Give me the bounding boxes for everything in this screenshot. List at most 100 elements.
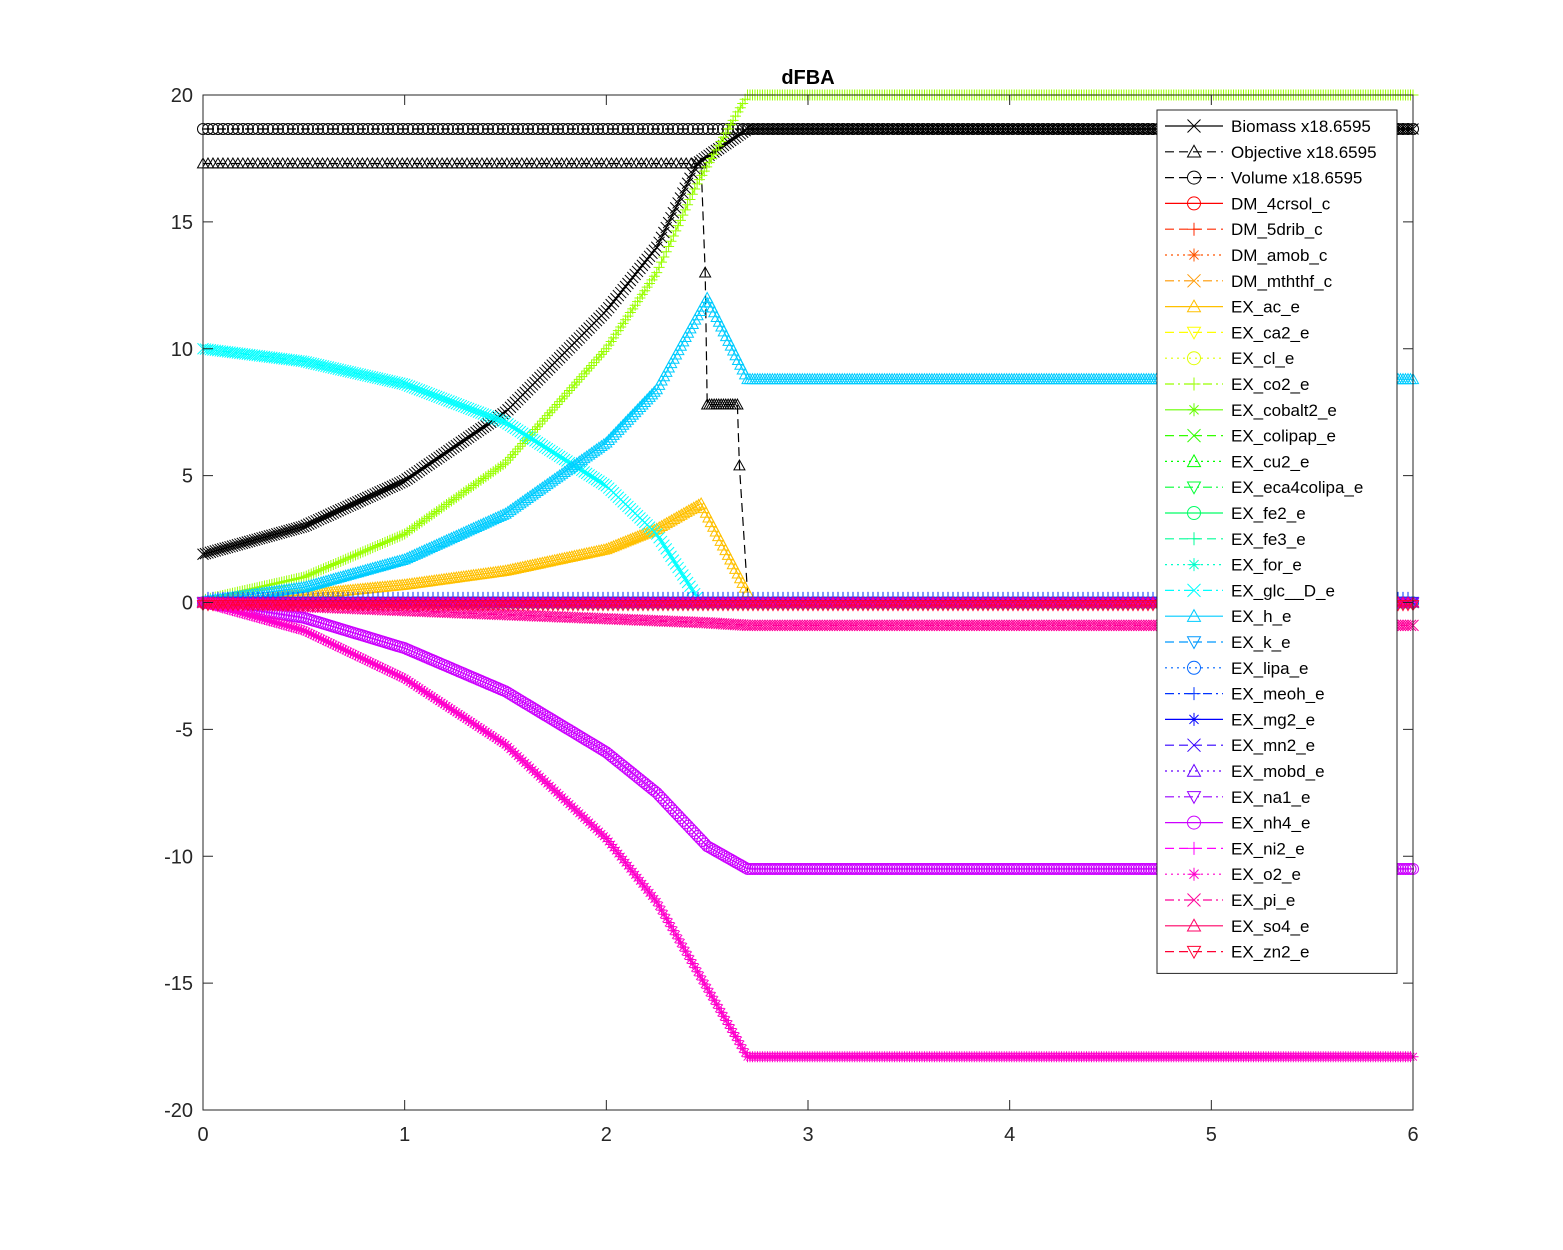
series-marker — [892, 123, 904, 136]
series-marker — [733, 458, 746, 471]
series-marker — [632, 123, 644, 136]
series-marker — [762, 123, 774, 136]
series-marker — [293, 521, 305, 534]
series-marker — [266, 529, 278, 542]
series-marker — [246, 534, 259, 547]
series-marker — [1032, 123, 1044, 136]
series-marker — [622, 123, 634, 136]
series-marker — [752, 123, 764, 136]
series-marker — [212, 123, 224, 136]
series-marker — [247, 123, 259, 136]
series-marker — [947, 123, 959, 136]
series-marker — [251, 533, 263, 546]
series-marker — [731, 398, 744, 410]
series-marker — [418, 461, 431, 474]
series-marker — [497, 123, 509, 136]
series-marker — [457, 434, 470, 447]
series-marker — [337, 123, 349, 136]
series-marker — [967, 123, 979, 136]
series-marker — [231, 538, 244, 551]
series-marker — [637, 123, 649, 136]
series-marker — [241, 536, 254, 548]
series-marker — [406, 469, 418, 482]
series-marker — [772, 123, 784, 136]
series-marker — [1097, 123, 1109, 136]
series-marker — [757, 123, 769, 136]
series-marker — [297, 123, 309, 136]
series-objective-x18-6595 — [196, 156, 749, 593]
series-marker — [727, 133, 739, 145]
series-marker — [462, 123, 474, 136]
series-marker — [472, 424, 485, 437]
series-marker — [272, 123, 284, 136]
series-marker — [617, 123, 629, 136]
series-marker — [487, 123, 499, 136]
series-marker — [572, 123, 584, 136]
series-line — [203, 162, 749, 593]
series-marker — [922, 123, 934, 136]
series-marker — [242, 123, 254, 136]
series-marker — [462, 431, 475, 444]
series-marker — [857, 123, 869, 136]
series-marker — [527, 123, 539, 136]
series-marker — [1127, 123, 1139, 136]
series-marker — [597, 123, 609, 136]
series-marker — [347, 123, 359, 136]
series-marker — [662, 123, 674, 136]
series-marker — [438, 448, 450, 460]
series-marker — [612, 123, 624, 136]
series-marker — [1077, 123, 1089, 136]
series-marker — [270, 528, 283, 540]
series-marker — [423, 458, 436, 470]
series-marker — [867, 123, 879, 136]
series-marker — [1107, 123, 1119, 136]
series-marker — [707, 123, 719, 136]
series-marker — [602, 123, 614, 136]
series-marker — [401, 473, 413, 485]
series-marker — [1042, 123, 1054, 136]
series-marker — [667, 123, 679, 136]
series-marker — [512, 123, 524, 136]
series-marker — [972, 123, 984, 136]
series-marker — [292, 123, 304, 136]
series-marker — [698, 266, 712, 278]
series-marker — [392, 123, 404, 136]
series-marker — [1022, 123, 1034, 136]
series-marker — [957, 123, 969, 136]
series-marker — [577, 123, 589, 136]
series-marker — [702, 123, 714, 136]
series-marker — [367, 123, 379, 136]
series-marker — [812, 123, 824, 136]
series-marker — [403, 471, 416, 484]
series-marker — [767, 123, 779, 136]
series-marker — [278, 525, 291, 538]
series-marker — [413, 464, 426, 477]
series-marker — [387, 123, 399, 136]
series-marker — [312, 123, 324, 136]
series-marker — [219, 542, 231, 555]
series-marker — [1132, 123, 1144, 136]
series-marker — [742, 123, 754, 136]
series-marker — [912, 123, 924, 136]
series-marker — [397, 123, 409, 136]
series-marker — [222, 123, 234, 136]
series-marker — [642, 123, 654, 136]
series-marker — [502, 123, 514, 136]
series-marker — [1102, 123, 1114, 136]
series-marker — [206, 545, 219, 558]
series-marker — [457, 123, 469, 136]
series-marker — [927, 123, 939, 136]
series-marker — [797, 123, 809, 136]
series-marker — [357, 123, 369, 136]
series-marker — [997, 123, 1009, 136]
series-marker — [677, 123, 689, 136]
series-marker — [237, 123, 249, 136]
series-marker — [236, 537, 249, 550]
series-marker — [977, 123, 989, 136]
series-marker — [267, 123, 279, 136]
series-marker — [447, 123, 459, 136]
series-marker — [216, 542, 229, 555]
series-marker — [992, 123, 1004, 136]
series-marker — [872, 123, 884, 136]
series-marker — [221, 541, 234, 554]
